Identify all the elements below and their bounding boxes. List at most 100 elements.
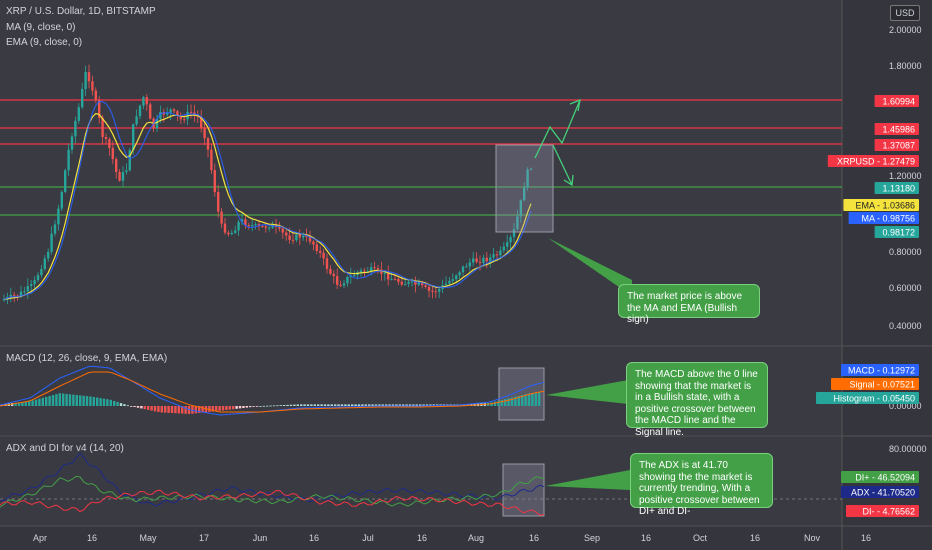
candle-body [434,291,437,293]
candle-body [295,234,298,241]
candle-body [169,109,172,113]
adx-annotation-note[interactable]: The ADX is at 41.70 showing the the mark… [630,453,773,517]
histogram-bar [68,394,72,406]
macd-axis[interactable]: 0.00000 MACD - 0.12972 Signal - 0.07521 His… [816,364,922,411]
macd-highlight-box[interactable] [498,367,545,421]
ema-indicator-label[interactable]: EMA (9, close, 0) [6,37,83,48]
adx-axis[interactable]: 80.00000 DI+ - 46.52094 ADX - 41.70520 DI- … [841,444,927,517]
candle-body [70,136,74,150]
candle-body [308,236,312,242]
currency-button[interactable]: USD [890,5,920,21]
histogram-bar [24,401,27,406]
price-axis[interactable]: 2.00000 1.80000 1.20000 0.80000 0.60000 0.400… [889,25,922,331]
histogram-bar [347,404,350,406]
candle-body [111,147,114,160]
time-axis[interactable]: Apr 16 May 17 Jun 16 Jul 16 Aug 16 Sep 16 Oct 16 Nov 16 [33,533,871,543]
candle-body [33,280,36,285]
svg-text:DI- - 4.76562: DI- - 4.76562 [862,507,915,517]
ma-indicator-label[interactable]: MA (9, close, 0) [6,22,76,33]
candle-body [237,221,240,231]
candle-body [84,72,87,89]
candle-body [387,272,390,280]
histogram-bar [378,404,381,406]
candle-body [376,268,380,270]
histogram-bar [415,404,418,406]
candle-body [179,115,182,120]
candle-body [43,258,46,270]
candle-body [342,283,346,286]
histogram-bar [174,406,177,414]
adx-highlight-box[interactable] [502,463,545,517]
histogram-bar [286,404,289,406]
candle-body [81,88,84,108]
histogram-bar [466,403,469,406]
histogram-bar [194,406,197,414]
candle-body [30,284,33,286]
histogram-bar [184,406,187,414]
candle-body [220,211,223,224]
candle-body [77,107,80,121]
price-annotation-note[interactable]: The market price is above the MA and EMA… [618,284,760,325]
histogram-bar [102,398,106,406]
time-tick-label: Nov [804,533,821,543]
candle-body [458,272,461,276]
histogram-bar [160,406,163,413]
candle-body [414,281,417,285]
candle-body [142,97,145,106]
histogram-bar [351,404,354,406]
ma-line [3,100,532,300]
histogram-bar [89,396,92,406]
histogram-bar [385,404,388,406]
candle-body [410,281,414,283]
candle-body [305,235,308,237]
histogram-bar [262,405,265,407]
candle-body [512,229,516,238]
histogram-bar [150,406,153,411]
price-level-label: EMA - 1.03686 [843,199,919,211]
candle-body [115,159,118,172]
adx-line [0,452,545,507]
symbol-title[interactable]: XRP / U.S. Dollar, 1D, BITSTAMP [6,6,156,17]
candle-body [523,187,526,201]
histogram-bar [41,397,44,406]
histogram-bar [238,406,242,409]
price-tick-label: 2.00000 [889,25,922,35]
price-level-label: XRPUSD - 1.27479 [827,155,919,167]
adx-top-tick: 80.00000 [889,444,927,454]
time-tick-label: 16 [750,533,760,543]
candle-body [121,172,125,181]
histogram-bar [198,406,201,414]
histogram-bar [140,406,143,409]
adx-value-label: ADX - 41.70520 [841,486,919,498]
candle-body [189,111,193,113]
macd-title[interactable]: MACD (12, 26, close, 9, EMA, EMA) [6,353,168,364]
histogram-bar [201,406,204,413]
candle-body [424,285,427,287]
macd-note-pointer [546,380,628,404]
candle-body [475,258,478,262]
candle-body [74,120,77,137]
candle-body [489,257,492,262]
adx-value-label: DI+ - 46.52094 [841,471,919,483]
price-axis-labels: 1.60994 1.45986 1.37087 XRPUSD - 1.27479 1.1… [827,95,919,238]
candle-body [455,275,458,280]
price-highlight-box[interactable] [495,144,554,233]
candle-body [206,138,210,150]
adx-title[interactable]: ADX and DI for v4 (14, 20) [6,443,124,454]
candle-body [149,104,152,119]
histogram-bar [517,395,520,406]
time-tick-label: 17 [199,533,209,543]
histogram-bar [11,403,14,406]
histogram-bar [34,399,38,406]
candle-body [101,117,104,137]
projection-arrows[interactable] [534,98,581,187]
candle-body [240,219,244,222]
candle-body [213,170,216,193]
macd-annotation-note[interactable]: The MACD above the 0 line showing that t… [626,362,768,438]
histogram-bar [398,404,401,406]
svg-text:1.37087: 1.37087 [882,141,915,151]
candle-body [135,116,138,125]
histogram-bar [510,397,514,406]
candle-body [53,224,57,234]
